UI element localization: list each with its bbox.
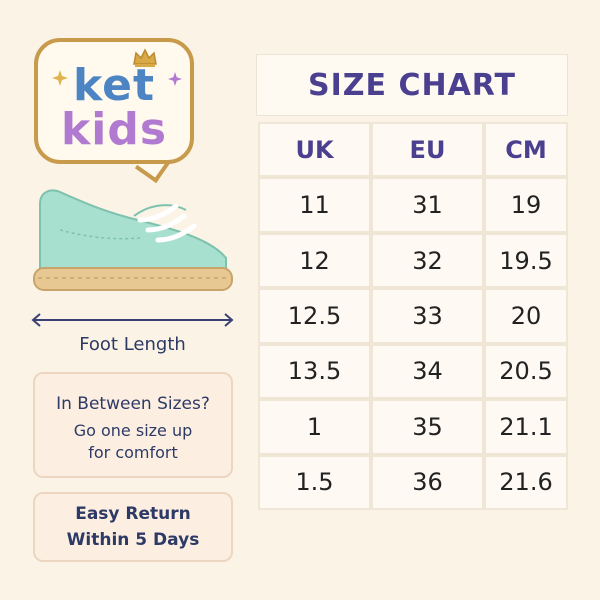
sparkle-icon	[168, 72, 182, 86]
size-cell-eu: 36	[371, 454, 484, 510]
sizing-tip-title: In Between Sizes?	[56, 394, 210, 414]
size-cell-uk: 12	[258, 232, 371, 289]
return-policy-box: Easy Return Within 5 Days	[33, 492, 233, 562]
size-cell-eu: 33	[371, 288, 484, 344]
shoe-icon	[33, 189, 233, 291]
crown-icon	[133, 48, 157, 67]
sizing-tip-line2: for comfort	[88, 443, 178, 462]
size-cell-cm: 21.6	[484, 454, 568, 510]
column-header-eu: EU	[371, 122, 484, 178]
size-cell-uk: 13.5	[258, 343, 371, 400]
size-cell-cm: 20	[484, 288, 568, 344]
size-cell-uk: 12.5	[258, 288, 371, 344]
length-arrow-icon	[31, 313, 234, 327]
size-cell-eu: 35	[371, 399, 484, 455]
sizing-tip-box: In Between Sizes? Go one size up for com…	[33, 372, 233, 478]
size-chart-title: SIZE CHART	[256, 54, 568, 116]
brand-logo: ket kids	[34, 38, 194, 164]
size-cell-cm: 19.5	[484, 232, 568, 289]
size-cell-uk: 1.5	[258, 454, 371, 510]
size-cell-cm: 21.1	[484, 399, 568, 455]
sparkle-icon	[52, 70, 68, 86]
sizing-tip-line1: Go one size up	[73, 421, 193, 440]
size-cell-cm: 20.5	[484, 343, 568, 400]
brand-kids: kids	[60, 104, 168, 155]
size-cell-eu: 31	[371, 177, 484, 233]
column-header-cm: CM	[484, 122, 568, 178]
size-cell-cm: 19	[484, 177, 568, 233]
return-policy-line2: Within 5 Days	[66, 530, 200, 550]
return-policy-line1: Easy Return	[75, 504, 191, 524]
sizing-tip-text: Go one size up for comfort	[35, 420, 231, 464]
size-cell-eu: 32	[371, 232, 484, 289]
foot-length-label: Foot Length	[79, 334, 186, 355]
column-header-uk: UK	[258, 122, 371, 178]
size-chart-table: UK EU CM 11 31 19 12 32 19.5 12.5 33 20 …	[258, 122, 568, 510]
size-cell-eu: 34	[371, 343, 484, 400]
size-cell-uk: 1	[258, 399, 371, 455]
size-cell-uk: 11	[258, 177, 371, 233]
brand-ket: ket	[73, 60, 155, 111]
